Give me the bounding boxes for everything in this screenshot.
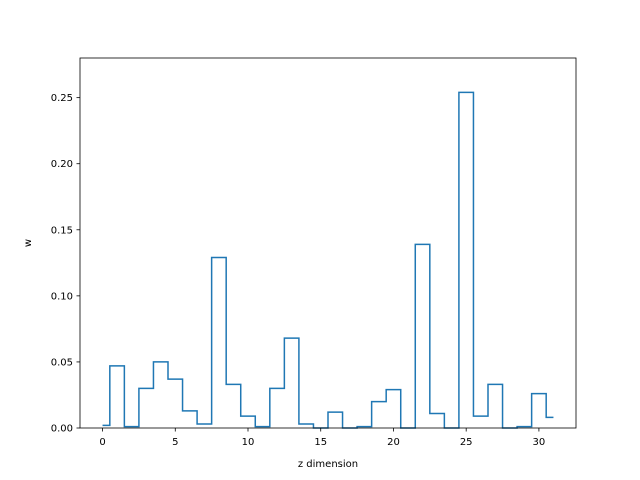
x-tick-label: 20 bbox=[387, 437, 400, 448]
y-axis-label: w bbox=[23, 239, 34, 247]
x-tick-label: 30 bbox=[533, 437, 546, 448]
series-group bbox=[102, 91, 554, 429]
y-tick-label: 0.00 bbox=[51, 424, 73, 435]
y-tick-label: 0.05 bbox=[51, 357, 73, 368]
plot-frame bbox=[79, 57, 577, 429]
x-tick-label: 10 bbox=[242, 437, 255, 448]
series-step-line bbox=[102, 91, 554, 429]
y-tick-label: 0.15 bbox=[51, 225, 73, 236]
x-tick-label: 25 bbox=[460, 437, 473, 448]
y-tick-label: 0.10 bbox=[51, 291, 73, 302]
x-tick-label: 0 bbox=[99, 437, 105, 448]
x-axis: 0 5 10 15 20 25 30 bbox=[99, 428, 545, 448]
x-tick-label: 5 bbox=[172, 437, 178, 448]
y-tick-label: 0.20 bbox=[51, 159, 73, 170]
x-tick-label: 15 bbox=[314, 437, 327, 448]
plot-background bbox=[80, 58, 576, 428]
y-tick-label: 0.25 bbox=[51, 93, 73, 104]
y-axis: 0.00 0.05 0.10 0.15 0.20 0.25 bbox=[51, 93, 80, 435]
x-axis-label: z dimension bbox=[298, 459, 358, 470]
